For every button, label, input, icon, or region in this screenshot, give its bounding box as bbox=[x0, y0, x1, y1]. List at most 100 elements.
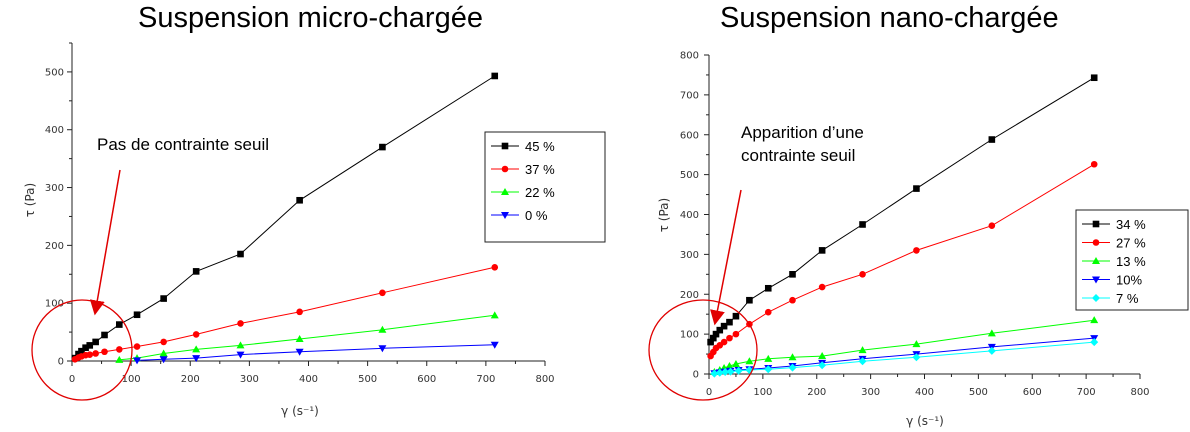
data-point bbox=[789, 271, 796, 278]
data-point bbox=[115, 355, 124, 363]
data-point bbox=[726, 334, 733, 342]
data-point bbox=[236, 341, 245, 349]
data-point bbox=[720, 322, 728, 330]
y-tick-label: 200 bbox=[680, 290, 699, 301]
data-point bbox=[491, 72, 499, 80]
data-point bbox=[237, 250, 244, 258]
data-point bbox=[101, 331, 108, 339]
y-tick-label: 300 bbox=[680, 250, 699, 261]
data-point bbox=[1090, 316, 1099, 324]
data-point bbox=[858, 357, 867, 366]
data-point bbox=[912, 353, 921, 362]
data-point bbox=[818, 247, 826, 254]
data-point bbox=[710, 369, 719, 378]
legend-marker bbox=[1092, 276, 1100, 284]
data-point bbox=[987, 329, 996, 337]
x-tick-label: 300 bbox=[861, 387, 880, 398]
x-tick-label: 200 bbox=[807, 387, 826, 398]
y-tick-label: 200 bbox=[45, 241, 64, 252]
x-tick-label: 100 bbox=[753, 387, 772, 398]
data-point bbox=[133, 357, 142, 365]
legend-label: 37 % bbox=[525, 162, 555, 177]
data-point bbox=[159, 356, 168, 364]
data-point bbox=[92, 338, 99, 346]
y-tick-label: 300 bbox=[45, 183, 64, 194]
chart-title-right: Suspension nano-chargée bbox=[720, 2, 1059, 34]
data-point bbox=[725, 362, 734, 370]
chart-title-left: Suspension micro-chargée bbox=[138, 2, 483, 34]
x-tick-label: 800 bbox=[1130, 387, 1149, 398]
y-tick-label: 100 bbox=[680, 330, 699, 341]
data-point bbox=[732, 312, 740, 320]
y-tick-label: 500 bbox=[680, 170, 699, 181]
data-point bbox=[133, 311, 141, 319]
x-tick-label: 0 bbox=[69, 374, 75, 385]
data-point bbox=[192, 345, 201, 353]
chart-left: 0 100 200 300 400 500 600 700 800 0 100 200 300 400 50… bbox=[23, 42, 606, 418]
x-axis-label: γ (s⁻¹) bbox=[906, 414, 944, 428]
legend-marker bbox=[1092, 294, 1100, 302]
data-point bbox=[818, 352, 827, 360]
legend-marker bbox=[1092, 239, 1100, 246]
y-tick-label: 0 bbox=[693, 370, 699, 381]
x-tick-label: 200 bbox=[181, 374, 200, 385]
data-point bbox=[133, 343, 141, 350]
annotation-arrow bbox=[710, 189, 742, 326]
data-point bbox=[192, 355, 201, 363]
data-point bbox=[490, 341, 499, 349]
data-point bbox=[86, 351, 94, 358]
annotation-arrow bbox=[89, 169, 121, 316]
data-point bbox=[379, 289, 386, 297]
data-point bbox=[789, 296, 796, 304]
data-point bbox=[734, 366, 743, 375]
data-point bbox=[192, 268, 200, 275]
data-point bbox=[988, 222, 996, 229]
legend-marker bbox=[501, 165, 509, 173]
data-point bbox=[988, 136, 996, 143]
data-point bbox=[236, 351, 245, 359]
legend-label: 34 % bbox=[1116, 217, 1146, 232]
x-tick-label: 700 bbox=[1077, 387, 1096, 398]
data-point bbox=[378, 325, 387, 333]
legend-marker bbox=[1092, 220, 1100, 228]
annotation-text: Apparition d’une bbox=[741, 123, 864, 142]
x-tick-label: 600 bbox=[1023, 387, 1042, 398]
x-tick-label: 500 bbox=[358, 374, 377, 385]
data-point bbox=[726, 367, 735, 376]
legend-marker bbox=[501, 188, 509, 195]
data-point bbox=[491, 264, 499, 271]
data-point bbox=[764, 354, 773, 362]
legend-marker bbox=[1092, 257, 1100, 264]
x-tick-label: 0 bbox=[706, 387, 712, 398]
data-point bbox=[295, 348, 304, 356]
x-tick-label: 800 bbox=[535, 374, 554, 385]
data-point bbox=[160, 338, 167, 346]
data-point bbox=[379, 143, 386, 151]
data-point bbox=[859, 271, 866, 278]
data-point bbox=[78, 347, 85, 355]
x-tick-label: 600 bbox=[417, 374, 436, 385]
data-point bbox=[721, 368, 730, 377]
x-tick-label: 400 bbox=[915, 387, 934, 398]
x-tick-label: 700 bbox=[476, 374, 495, 385]
data-point bbox=[1090, 160, 1098, 168]
data-point bbox=[237, 320, 244, 327]
data-point bbox=[859, 221, 866, 228]
data-point bbox=[764, 284, 772, 292]
data-point bbox=[159, 349, 168, 357]
y-tick-label: 700 bbox=[680, 90, 699, 101]
data-point bbox=[858, 346, 867, 354]
data-point bbox=[726, 318, 733, 326]
highlight-circle bbox=[648, 299, 758, 401]
y-axis-label: τ (Pa) bbox=[657, 198, 671, 232]
data-point bbox=[720, 338, 728, 346]
data-point bbox=[788, 353, 797, 361]
data-point bbox=[818, 361, 827, 370]
data-point bbox=[1090, 338, 1099, 347]
data-point bbox=[92, 350, 99, 357]
data-point bbox=[913, 247, 920, 254]
x-tick-label: 300 bbox=[240, 374, 259, 385]
data-point bbox=[745, 357, 754, 365]
data-point bbox=[296, 196, 303, 204]
